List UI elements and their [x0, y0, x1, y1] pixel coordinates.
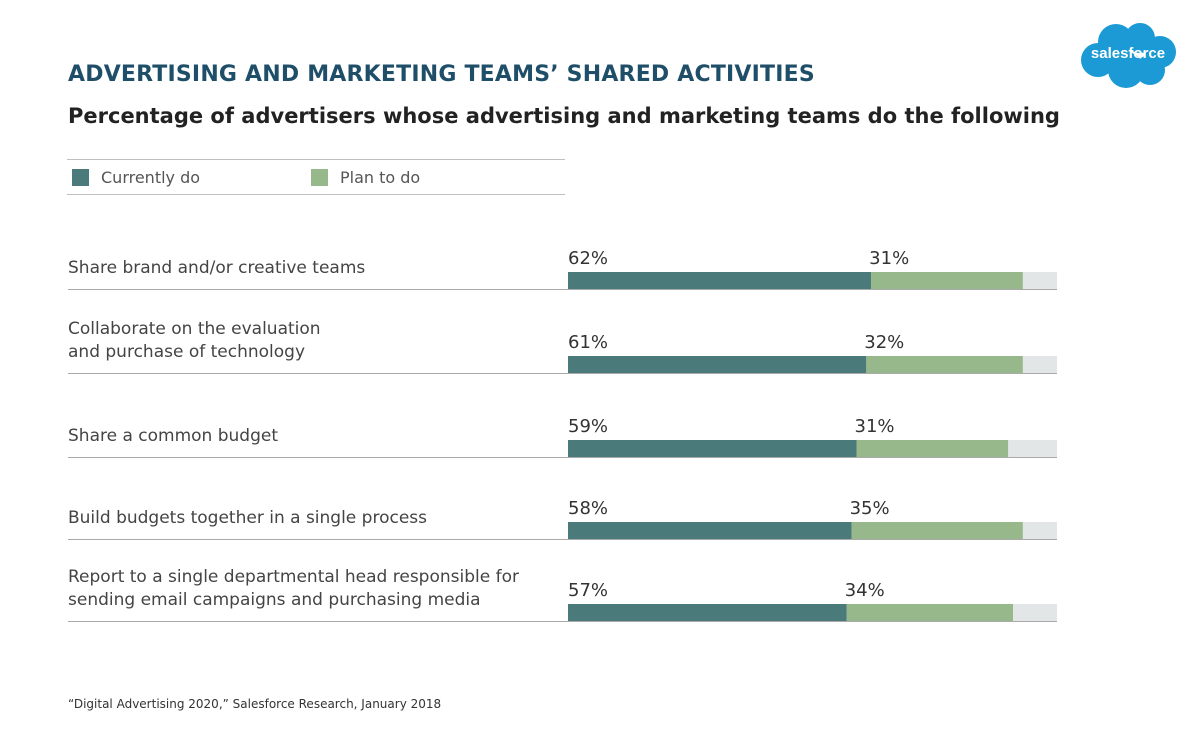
value-label-currently-do: 62% [568, 248, 608, 269]
row-label: Build budgets together in a single proce… [68, 508, 427, 528]
value-label-plan-to-do: 32% [864, 332, 904, 353]
value-label-currently-do: 59% [568, 416, 608, 437]
legend-label-current: Currently do [101, 167, 201, 187]
bar-currently-do [568, 604, 847, 621]
row-label: Share a common budget [68, 426, 278, 446]
logo-text: salesforce [1091, 45, 1165, 62]
value-label-currently-do: 58% [568, 498, 608, 519]
row-label: Share brand and/or creative teams [68, 258, 365, 278]
bar-plan-to-do [851, 522, 1023, 539]
bar-plan-to-do [871, 272, 1023, 289]
row-label: Report to a single departmental head res… [68, 567, 519, 587]
bar-plan-to-do [866, 356, 1023, 373]
legend-label-plan: Plan to do [340, 167, 421, 187]
legend-swatch-plan [311, 168, 328, 186]
source-note: “Digital Advertising 2020,” Salesforce R… [68, 697, 442, 711]
row-label: and purchase of technology [68, 342, 305, 362]
bar-currently-do [568, 356, 867, 373]
row-label: Collaborate on the evaluation [68, 319, 321, 339]
cloud-icon [1081, 23, 1176, 88]
legend-item-current: Currently do [72, 160, 200, 194]
bar-plan-to-do [846, 604, 1013, 621]
value-label-plan-to-do: 35% [850, 498, 890, 519]
bar-currently-do [568, 440, 857, 457]
legend-swatch-current [72, 168, 89, 186]
value-label-currently-do: 61% [568, 332, 608, 353]
value-label-currently-do: 57% [568, 580, 608, 601]
salesforce-logo: salesforce [1081, 23, 1176, 88]
value-label-plan-to-do: 31% [855, 416, 895, 437]
bar-currently-do [568, 522, 852, 539]
legend: Currently do Plan to do [67, 159, 565, 195]
value-label-plan-to-do: 31% [869, 248, 909, 269]
bar-plan-to-do [856, 440, 1009, 457]
chart-subtitle: Percentage of advertisers whose advertis… [68, 104, 1060, 128]
value-label-plan-to-do: 34% [845, 580, 885, 601]
row-label: sending email campaigns and purchasing m… [68, 590, 481, 610]
chart-title: ADVERTISING AND MARKETING TEAMS’ SHARED … [68, 62, 815, 87]
bar-currently-do [568, 272, 872, 289]
legend-item-plan: Plan to do [311, 160, 420, 194]
